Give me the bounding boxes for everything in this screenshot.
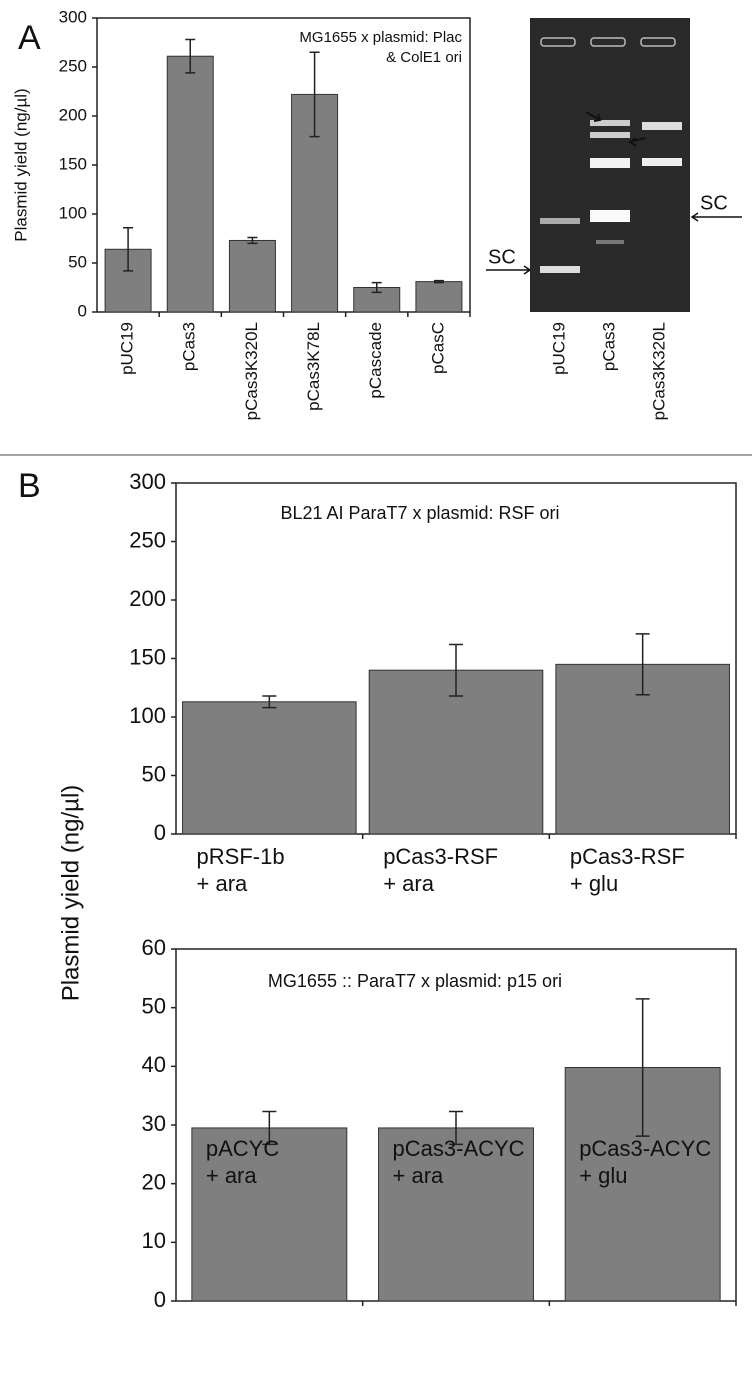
x-tick-label: pCas3-ACYC xyxy=(579,1136,711,1161)
x-tick-label: pCas3K78L xyxy=(304,322,323,411)
y-tick-label: 300 xyxy=(59,7,87,26)
y-tick-label: 200 xyxy=(59,105,87,124)
x-tick-label: + ara xyxy=(383,871,435,896)
gel-image xyxy=(486,18,742,312)
bar xyxy=(166,55,214,313)
gel-lane-label: pCas3K320L xyxy=(649,322,668,420)
x-tick-label: + ara xyxy=(197,871,249,896)
x-tick-label: pRSF-1b xyxy=(197,844,285,869)
y-tick-label: 150 xyxy=(129,644,166,669)
x-tick-label: pCas3-RSF xyxy=(383,844,498,869)
error-bar xyxy=(262,695,277,709)
chart-title: & ColE1 ori xyxy=(386,49,462,66)
panel-label: A xyxy=(18,19,41,57)
y-tick-label: 20 xyxy=(142,1169,166,1194)
error-bar xyxy=(635,633,650,696)
y-axis-label: Plasmid yield (ng/µl) xyxy=(57,785,84,1002)
chart-title: MG1655 :: ParaT7 x plasmid: p15 ori xyxy=(268,971,562,991)
chart-title: MG1655 x plasmid: Plac xyxy=(299,29,462,46)
x-tick-label: pCascade xyxy=(366,322,385,399)
error-bar xyxy=(123,226,134,272)
bar xyxy=(415,281,463,313)
x-tick-label: pCas3 xyxy=(180,322,199,371)
y-tick-label: 200 xyxy=(129,586,166,611)
bar xyxy=(228,239,276,313)
x-tick-label: pCas3K320L xyxy=(242,322,261,420)
y-tick-label: 0 xyxy=(78,301,87,320)
gel-lane-label: pCas3 xyxy=(599,322,618,371)
y-tick-label: 50 xyxy=(142,993,166,1018)
gel-marker-label: SC xyxy=(700,192,728,214)
gel-marker-label: SC xyxy=(488,246,516,268)
x-tick-label: pUC19 xyxy=(118,322,137,375)
y-tick-label: 250 xyxy=(129,527,166,552)
bar xyxy=(368,669,544,835)
x-tick-label: pCas3-ACYC xyxy=(393,1136,525,1161)
error-bar xyxy=(309,51,320,138)
chart-title: BL21 AI ParaT7 x plasmid: RSF ori xyxy=(280,503,559,523)
y-tick-label: 100 xyxy=(59,203,87,222)
y-tick-label: 10 xyxy=(142,1228,166,1253)
error-bar xyxy=(185,38,196,74)
error-bar xyxy=(371,281,382,294)
y-tick-label: 0 xyxy=(154,1287,166,1312)
x-tick-label: + glu xyxy=(570,871,618,896)
y-tick-label: 300 xyxy=(129,469,166,494)
x-tick-label: pACYC xyxy=(206,1136,279,1161)
y-tick-label: 60 xyxy=(142,935,166,960)
y-axis-label: Plasmid yield (ng/µl) xyxy=(11,88,30,241)
y-tick-label: 250 xyxy=(59,56,87,75)
gel-lane-label: pUC19 xyxy=(549,322,568,375)
x-tick-label: + ara xyxy=(206,1163,258,1188)
x-tick-label: + ara xyxy=(393,1163,445,1188)
x-tick-label: pCas3-RSF xyxy=(570,844,685,869)
error-bar xyxy=(449,643,463,697)
error-bar xyxy=(262,1110,277,1146)
error-bar xyxy=(449,1110,463,1146)
y-tick-label: 100 xyxy=(129,703,166,728)
y-tick-label: 50 xyxy=(68,252,87,271)
panel-label: B xyxy=(18,467,41,505)
error-bar xyxy=(247,236,258,245)
x-tick-label: + glu xyxy=(579,1163,627,1188)
y-tick-label: 150 xyxy=(59,154,87,173)
y-tick-label: 40 xyxy=(142,1052,166,1077)
error-bar xyxy=(433,279,444,284)
y-tick-label: 50 xyxy=(142,761,166,786)
y-tick-label: 30 xyxy=(142,1111,166,1136)
y-tick-label: 0 xyxy=(154,820,166,845)
x-tick-label: pCasC xyxy=(428,322,447,374)
error-bar xyxy=(635,998,650,1137)
bar xyxy=(182,701,357,835)
bar xyxy=(291,93,339,313)
